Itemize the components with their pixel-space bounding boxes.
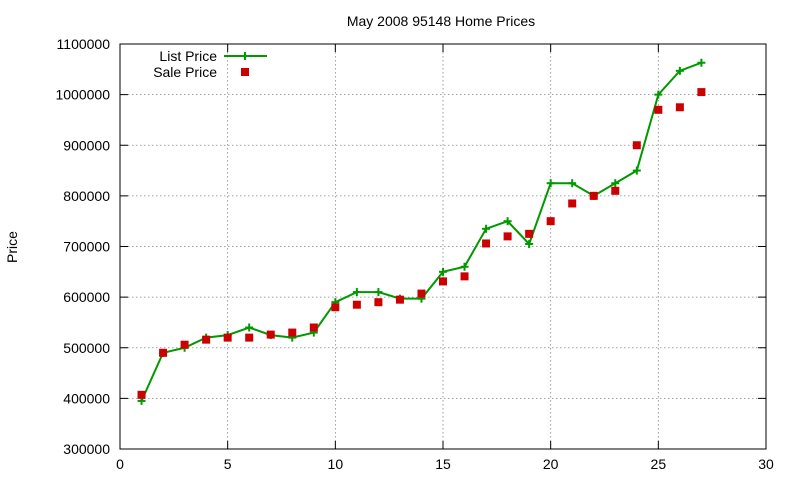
x-tick-label: 0 <box>116 456 124 472</box>
data-point-sale-price <box>374 298 383 307</box>
series-sale-price <box>137 88 706 399</box>
y-axis-label: Price <box>4 231 20 263</box>
data-point-sale-price <box>223 333 232 342</box>
grid <box>120 44 766 449</box>
data-point-sale-price <box>697 88 706 97</box>
data-point-list-price <box>632 166 641 175</box>
data-point-list-price <box>525 239 534 248</box>
data-point-list-price <box>482 224 491 233</box>
y-tick-label: 400000 <box>63 390 110 406</box>
data-point-sale-price <box>395 295 404 304</box>
legend-marker-list-price <box>241 52 249 60</box>
x-tick-label: 30 <box>758 456 774 472</box>
legend-sample-list-price <box>224 52 267 60</box>
data-point-list-price <box>675 66 684 75</box>
x-tick-label: 10 <box>328 456 344 472</box>
data-point-sale-price <box>675 103 684 112</box>
data-point-sale-price <box>460 272 469 281</box>
chart-title: May 2008 95148 Home Prices <box>347 13 535 29</box>
data-point-list-price <box>503 217 512 226</box>
data-point-sale-price <box>331 303 340 312</box>
legend: List Price Sale Price <box>153 48 267 80</box>
data-point-sale-price <box>202 335 211 344</box>
data-point-sale-price <box>417 289 426 298</box>
data-point-sale-price <box>632 141 641 150</box>
data-point-sale-price <box>568 199 577 208</box>
series-line-list-price <box>140 61 702 402</box>
data-point-sale-price <box>589 191 598 200</box>
x-tick-label: 15 <box>435 456 451 472</box>
data-point-sale-price <box>266 330 275 339</box>
data-point-sale-price <box>525 229 534 238</box>
y-tick-label: 800000 <box>63 188 110 204</box>
data-point-sale-price <box>654 105 663 114</box>
y-tick-label: 1100000 <box>57 36 111 52</box>
data-point-sale-price <box>137 390 146 399</box>
data-point-sale-price <box>309 323 318 332</box>
legend-label-sale-price: Sale Price <box>153 64 217 80</box>
legend-label-list-price: List Price <box>159 48 217 64</box>
y-tick-label: 500000 <box>63 340 110 356</box>
data-point-list-price <box>460 262 469 271</box>
data-point-sale-price <box>503 232 512 241</box>
data-point-list-price <box>439 267 447 276</box>
x-tick-label: 25 <box>651 456 667 472</box>
x-tick-label: 20 <box>543 456 559 472</box>
y-tick-label: 900000 <box>63 137 110 153</box>
data-point-sale-price <box>180 340 189 349</box>
data-point-sale-price <box>482 239 491 248</box>
y-tick-label: 1000000 <box>55 87 110 103</box>
ticks: 300000 400000 500000 600000 700000 800000 9000… <box>55 36 774 472</box>
series-layer <box>137 58 706 405</box>
data-point-list-price <box>568 179 577 188</box>
data-point-sale-price <box>546 217 555 226</box>
series-list-price <box>137 58 706 405</box>
data-point-list-price <box>352 288 361 297</box>
data-point-sale-price <box>288 328 297 337</box>
data-point-list-price <box>546 179 555 188</box>
y-tick-label: 600000 <box>63 289 110 305</box>
data-point-list-price <box>374 288 383 297</box>
y-tick-label: 700000 <box>63 239 110 255</box>
data-point-list-price <box>245 323 254 332</box>
data-point-sale-price <box>352 300 361 309</box>
legend-marker-sale-price <box>241 68 249 76</box>
data-point-sale-price <box>245 333 254 342</box>
x-tick-label: 5 <box>224 456 232 472</box>
data-point-sale-price <box>611 186 620 195</box>
data-point-sale-price <box>159 348 168 357</box>
data-point-list-price <box>611 179 620 188</box>
data-point-list-price <box>654 90 663 99</box>
legend-sample-sale-price <box>241 68 249 76</box>
data-point-list-price <box>697 58 706 67</box>
y-tick-label: 300000 <box>63 441 110 457</box>
data-point-sale-price <box>439 277 447 286</box>
